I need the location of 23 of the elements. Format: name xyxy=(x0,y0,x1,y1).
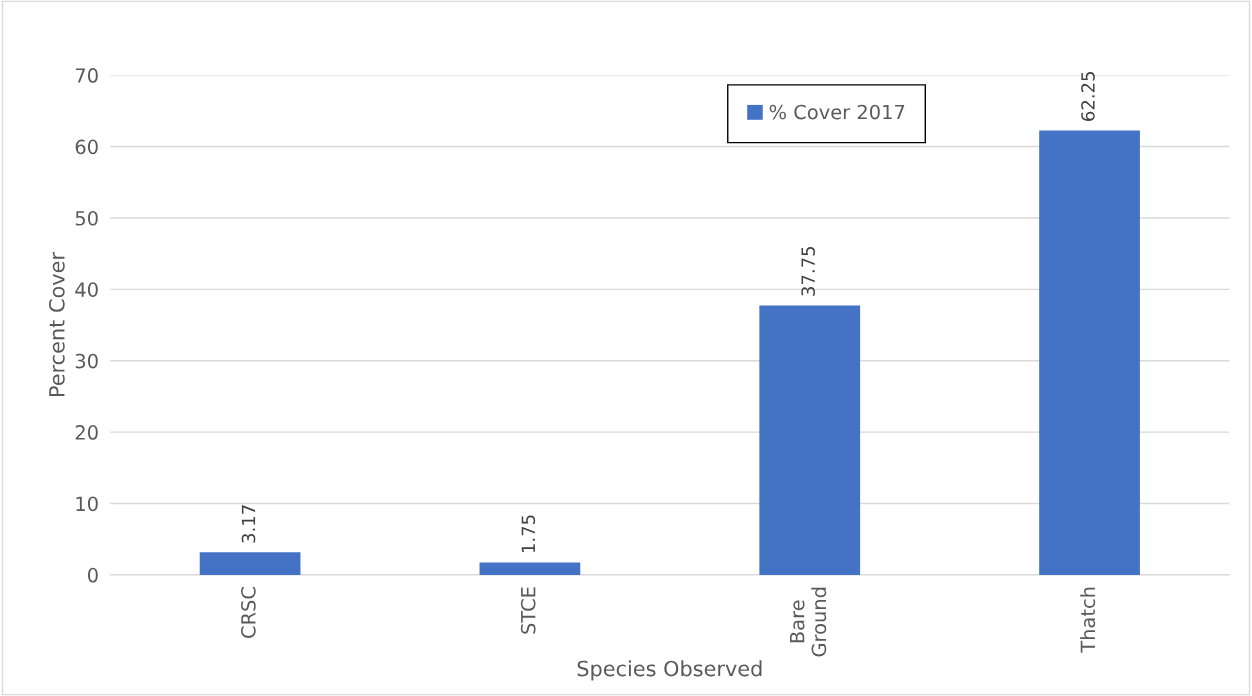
data-label: 3.17 xyxy=(241,505,256,543)
y-tick-label: 30 xyxy=(75,353,98,369)
y-tick-label: 40 xyxy=(75,282,98,297)
x-tick-label: Thatch xyxy=(1080,587,1096,653)
y-tick-label: 0 xyxy=(87,567,98,583)
x-tick-label: STCE xyxy=(520,587,536,634)
y-tick-label: 70 xyxy=(75,68,98,83)
data-label: 1.75 xyxy=(521,515,536,553)
x-axis-title: Species Observed xyxy=(577,660,762,681)
y-tick-label: 50 xyxy=(75,210,98,226)
bar xyxy=(759,305,861,575)
data-label: 62.25 xyxy=(1081,72,1095,121)
legend-label: % Cover 2017 xyxy=(769,104,905,120)
x-tick-label: Bare Ground xyxy=(790,587,827,657)
y-axis-title: Percent Cover xyxy=(48,252,65,396)
bar xyxy=(479,562,581,575)
y-tick-label: 10 xyxy=(76,496,98,512)
x-tick-label: CRSC xyxy=(241,587,256,638)
y-tick-label: 60 xyxy=(75,139,98,155)
data-label: 37.75 xyxy=(801,246,815,296)
bar xyxy=(1039,130,1140,575)
bar xyxy=(199,552,301,575)
y-tick-label: 20 xyxy=(75,425,98,440)
